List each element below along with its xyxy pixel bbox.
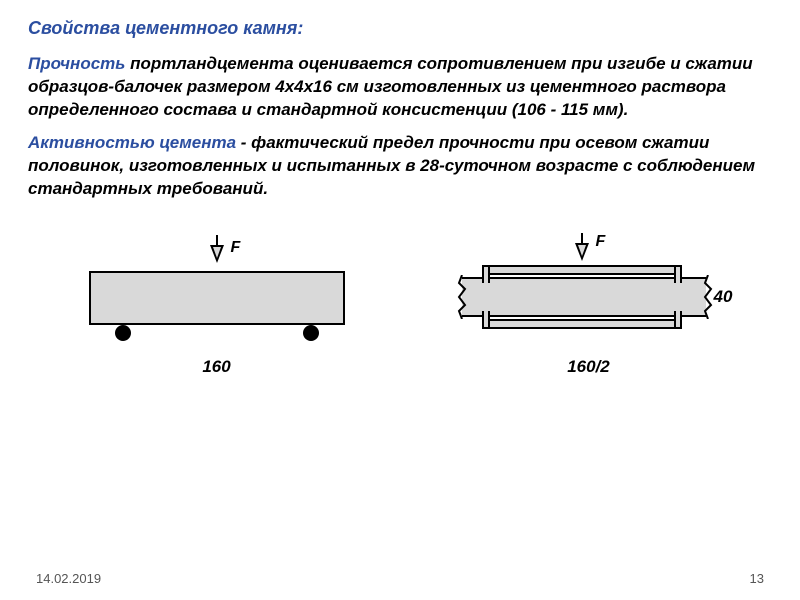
- dim-160-2: 160/2: [567, 357, 610, 377]
- support-right-icon: [303, 325, 319, 341]
- footer-date: 14.02.2019: [36, 571, 101, 586]
- section-title: Свойства цементного камня:: [28, 18, 772, 39]
- footer: 14.02.2019 13: [36, 571, 764, 586]
- paragraph-activity: Активностью цемента - фактический предел…: [28, 132, 772, 201]
- specimen-body: [462, 277, 706, 317]
- lead-strength: Прочность: [28, 54, 125, 73]
- paragraph-strength: Прочность портландцемента оценивается со…: [28, 53, 772, 122]
- figures-row: F 160 F 40 160/2: [28, 231, 772, 377]
- dim-160: 160: [202, 357, 230, 377]
- beam-body: [89, 271, 345, 325]
- beam-compression-diagram: F 40: [454, 231, 724, 351]
- lip-bottom-right: [674, 311, 682, 329]
- lead-activity: Активностью цемента: [28, 133, 236, 152]
- lip-top-left: [482, 265, 490, 283]
- beam-bending-diagram: F: [77, 231, 357, 351]
- plate-top: [482, 265, 682, 275]
- figure-bending: F 160: [77, 231, 357, 377]
- lip-bottom-left: [482, 311, 490, 329]
- footer-page: 13: [750, 571, 764, 586]
- plate-bottom: [482, 319, 682, 329]
- force-arrow-inner-icon: [578, 245, 586, 256]
- figure-compression: F 40 160/2: [454, 231, 724, 377]
- support-left-icon: [115, 325, 131, 341]
- force-arrow-inner-icon: [213, 247, 221, 258]
- dim-40: 40: [714, 287, 733, 307]
- force-label: F: [231, 239, 241, 257]
- para1-body: портландцемента оценивается сопротивлени…: [28, 54, 753, 119]
- lip-top-right: [674, 265, 682, 283]
- force-label: F: [596, 233, 606, 251]
